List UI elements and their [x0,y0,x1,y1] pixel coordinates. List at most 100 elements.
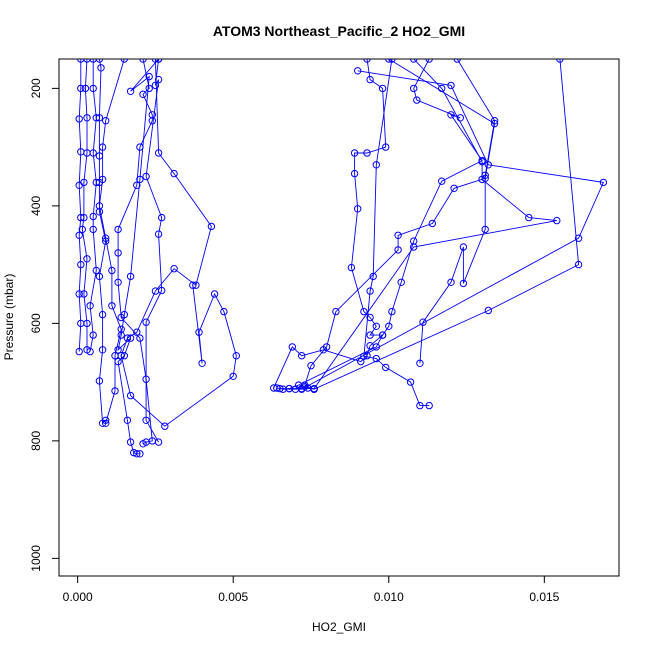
series-profile [301,59,583,393]
data-point [298,352,306,360]
data-point [450,184,458,193]
data-point [385,59,393,63]
data-point [78,225,87,234]
data-point [80,290,88,298]
data-point [366,331,374,339]
data-point [525,213,533,222]
data-point [81,84,90,93]
data-point [410,237,418,245]
data-point [89,225,97,234]
data-point [126,87,135,96]
data-point [354,67,362,75]
data-point [574,260,583,269]
data-point [198,359,206,367]
data-point [95,272,104,281]
data-point [98,310,107,319]
data-point [133,181,141,190]
data-point [273,384,281,392]
data-point [357,357,365,366]
data-point [75,231,83,240]
data-point [139,90,147,99]
data-point [126,272,135,281]
data-point [126,438,135,446]
x-tick-label: 0.015 [529,590,559,604]
data-point [136,143,144,151]
data-point [360,307,368,316]
data-point [145,84,153,93]
data-point [447,278,455,286]
data-point [77,59,85,63]
x-tick-label: 0.000 [63,590,93,604]
data-point [92,266,101,275]
data-point [210,290,219,298]
series-line [81,59,88,350]
data-point [484,306,492,315]
data-point [394,231,402,240]
data-point [108,266,116,275]
x-axis-label: HO2_GMI [312,620,366,634]
series-profile [276,59,486,393]
data-point [372,354,380,363]
data-point [114,346,122,354]
data-point [133,328,141,336]
data-point [102,117,110,125]
data-point [142,172,150,181]
data-point [453,59,461,63]
data-point [114,357,122,366]
data-point [114,225,122,234]
data-point [77,260,85,269]
data-point [553,216,561,225]
data-point [80,213,88,222]
y-tick-label: 600 [29,313,43,333]
data-point [136,450,144,458]
data-point [126,391,135,400]
data-point [170,169,178,178]
data-point [232,352,241,360]
data-point [369,272,377,281]
data-point [123,334,132,342]
y-tick-label: 200 [29,78,43,98]
data-point [95,114,104,122]
data-point [151,81,160,90]
data-point [89,84,97,93]
data-point [89,212,97,221]
y-axis-label: Pressure (mbar) [2,274,16,361]
data-point [229,372,237,380]
data-point [347,263,356,272]
data-point [556,59,564,63]
data-point [372,161,380,169]
data-point [98,346,107,354]
data-point [419,318,427,326]
series-profile [285,59,561,393]
series-line [273,59,387,389]
data-point [102,416,110,424]
data-point [574,234,583,242]
data-point [86,347,94,356]
data-point [350,169,359,178]
data-point [117,313,125,322]
data-point [75,115,83,123]
series-line [120,59,237,427]
data-point [366,313,374,322]
data-point [332,307,340,316]
data-point [385,322,393,330]
data-point [123,416,132,424]
series-profile [142,59,166,446]
data-point [89,331,97,339]
data-point [154,149,163,157]
data-point [447,111,455,119]
data-point [382,363,390,372]
data-point [322,343,331,351]
data-point [136,175,144,184]
data-point [388,307,396,316]
data-point [102,234,110,242]
series-profile [273,67,608,393]
data-point [114,278,122,286]
data-point [481,174,489,183]
data-point [136,334,144,342]
series-profile [114,59,157,448]
data-point [366,75,374,84]
series-profile [75,59,85,356]
data-point [363,59,371,63]
data-point [117,331,125,339]
